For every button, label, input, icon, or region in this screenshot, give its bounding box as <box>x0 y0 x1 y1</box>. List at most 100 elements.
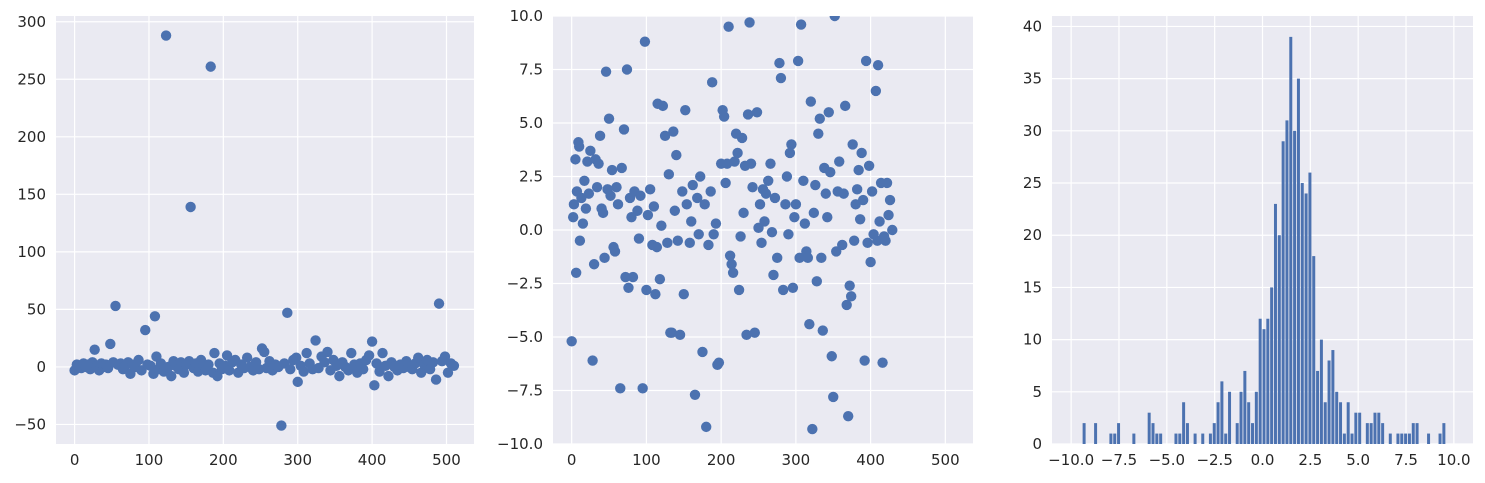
scatter-point <box>834 156 845 167</box>
scatter-point <box>633 233 645 244</box>
scatter-point <box>310 335 321 346</box>
scatter-point <box>285 364 296 375</box>
scatter-point <box>383 370 394 382</box>
histogram-bar <box>1262 329 1266 444</box>
histogram-bar <box>1193 433 1197 444</box>
scatter-point <box>859 355 870 366</box>
scatter-point <box>689 389 701 400</box>
scatter-point <box>741 329 752 341</box>
scatter-point <box>224 365 235 376</box>
scatter-point <box>710 218 722 229</box>
histogram-bar <box>1438 433 1442 444</box>
scatter-point <box>669 205 681 216</box>
histogram-bar <box>1270 287 1274 444</box>
scatter-point <box>357 364 369 375</box>
y-tick-label: 200 <box>17 128 46 146</box>
scatter-point <box>632 205 643 216</box>
scatter-point <box>680 104 691 116</box>
scatter-point <box>687 179 698 191</box>
scatter-point <box>816 252 827 264</box>
histogram-bar <box>1327 360 1331 444</box>
scatter-point <box>747 182 758 193</box>
scatter-point <box>780 199 791 210</box>
scatter-point <box>723 21 734 32</box>
scatter-point <box>695 171 706 182</box>
scatter-point <box>784 147 796 159</box>
scatter-point <box>804 318 815 330</box>
scatter-point <box>648 201 660 212</box>
scatter-point <box>745 158 757 169</box>
histogram-bar <box>1365 423 1369 444</box>
scatter-point <box>825 167 836 178</box>
scatter-point <box>860 55 872 67</box>
scatter-point <box>720 177 731 189</box>
scatter-point <box>738 207 749 219</box>
y-tick-label: 100 <box>17 243 46 261</box>
histogram-bar <box>1404 433 1408 444</box>
scatter-point <box>708 229 719 240</box>
scatter-point <box>599 252 610 264</box>
scatter-point <box>856 147 867 159</box>
scatter-point <box>363 350 375 361</box>
scatter-point <box>814 113 825 124</box>
histogram-bar <box>1427 433 1431 444</box>
y-tick-label: 0.0 <box>519 221 543 239</box>
y-tick-label: 300 <box>17 13 46 31</box>
scatter-point <box>883 209 894 221</box>
scatter-point <box>848 235 860 246</box>
y-tick-label: 2.5 <box>519 168 543 186</box>
histogram-bar <box>1335 391 1339 444</box>
scatter-point <box>817 325 828 336</box>
scatter-point <box>756 237 767 249</box>
histogram-bar <box>1277 235 1281 444</box>
histogram-bar <box>1308 172 1312 444</box>
scatter-point <box>693 229 704 240</box>
x-tick-label: 500 <box>432 451 461 469</box>
x-tick-label: 100 <box>135 451 164 469</box>
scatter-point <box>798 175 809 186</box>
scatter-point <box>813 128 824 139</box>
scatter-point <box>668 126 679 137</box>
histogram-bar <box>1346 402 1350 444</box>
scatter-point <box>677 186 688 197</box>
histogram-bar <box>1373 412 1377 444</box>
x-tick-label: −10.0 <box>1048 451 1094 469</box>
histogram-bar <box>1113 433 1117 444</box>
scatter-point <box>727 267 739 278</box>
scatter-point <box>637 383 648 394</box>
scatter-point <box>319 357 330 368</box>
scatter-point <box>606 164 618 176</box>
histogram-bar <box>1369 423 1373 444</box>
histogram-bar <box>1151 423 1155 444</box>
scatter-point <box>415 367 427 378</box>
y-tick-label: −7.5 <box>507 382 543 400</box>
scatter-point <box>203 359 214 370</box>
scatter-point <box>763 175 774 186</box>
scatter-plot-full-range: 0 100 200 300 400 500 −50 0 50 100 150 200 250 300 <box>14 13 474 469</box>
scatter-point <box>774 57 785 69</box>
scatter-point <box>866 186 878 197</box>
scatter-point <box>145 360 156 371</box>
scatter-point <box>826 351 837 362</box>
y-tick-label: 15 <box>1023 278 1042 296</box>
scatter-point <box>853 164 864 176</box>
scatter-point <box>703 239 714 251</box>
scatter-point <box>585 145 596 157</box>
scatter-point <box>282 307 293 319</box>
histogram-bar <box>1082 423 1086 444</box>
scatter-point <box>597 207 609 219</box>
y-tick-label: −5.0 <box>507 328 543 346</box>
histogram-bar <box>1266 318 1270 444</box>
scatter-point <box>775 72 787 84</box>
histogram-bar <box>1220 381 1224 444</box>
scatter-point <box>105 338 116 350</box>
scatter-point <box>149 311 161 322</box>
histogram-bar <box>1377 412 1381 444</box>
x-tick-label: 500 <box>931 451 960 469</box>
scatter-point <box>621 64 633 75</box>
histogram-bar <box>1354 412 1358 444</box>
data-marks <box>1082 36 1446 444</box>
histogram-bar <box>1442 423 1446 444</box>
y-tick-label: −50 <box>14 415 46 433</box>
scatter-point <box>603 113 615 124</box>
